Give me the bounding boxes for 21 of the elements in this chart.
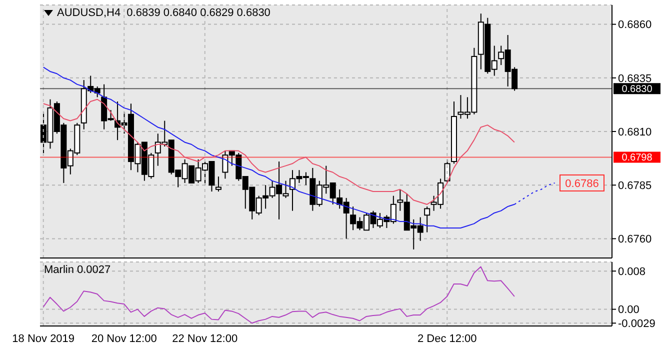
y-tick-label: 0.00 [618,304,640,316]
y-tick-label: 0.6860 [618,19,652,32]
line-series [42,266,515,324]
candlestick [215,176,222,192]
chart-title: Marlin 0.0027 [44,264,111,276]
chart-title: AUDUSD,H4 0.6839 0.6840 0.6829 0.6830 [57,7,270,19]
y-tick-label: 0.6785 [618,180,652,192]
y-tick-label: 0.6835 [618,72,652,85]
x-tick-label: 22 Nov 12:00 [172,332,238,345]
y-tick-label: 0.008 [618,266,646,278]
x-tick-label: 20 Nov 12:00 [91,332,157,345]
x-tick-label: 2 Dec 12:00 [417,332,477,345]
y-tick-label: 0.6810 [618,126,652,138]
x-tick-label: 18 Nov 2019 [12,332,75,345]
y-tick-label: 0.6760 [618,234,652,246]
annotation: 0.6786 [565,178,599,190]
candlestick [424,206,430,233]
ref-line-label: 0.6798 [622,152,653,164]
line-series [42,98,515,205]
ref-line-label: 0.6830 [622,84,653,96]
y-tick-label: -0.0029 [618,318,656,330]
